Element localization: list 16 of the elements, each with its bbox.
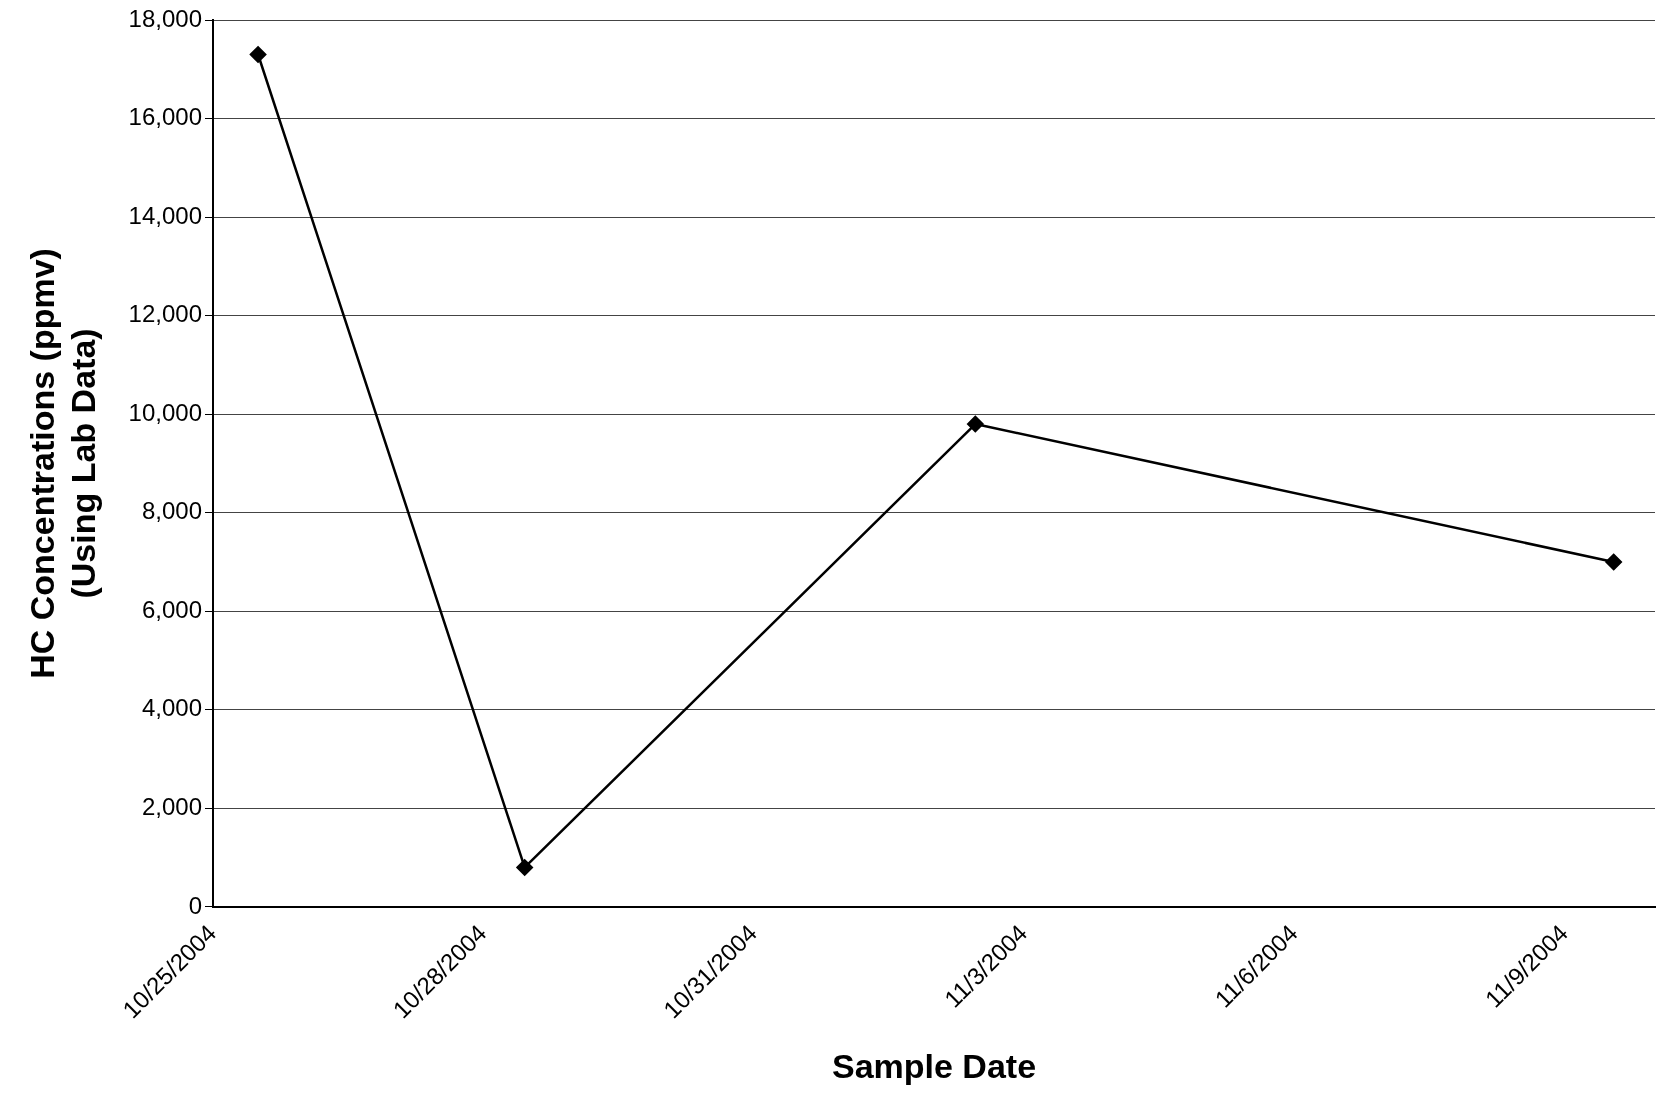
y-tick-label: 2,000 [141,792,203,820]
y-tick-label: 12,000 [128,300,203,328]
point [249,46,267,63]
y-axis-title: HC Concentrations (ppmv) (Using Lab Data) [22,248,102,679]
point [1605,553,1622,571]
y-tick-label: 0 [188,891,203,919]
y-tick-label: 6,000 [141,595,203,623]
y-tick-label: 8,000 [141,497,203,525]
x-axis-title: Sample Date [831,1046,1037,1085]
y-tick-label: 16,000 [128,103,203,131]
y-tick-label: 10,000 [128,398,203,426]
y-tick-label: 4,000 [141,694,203,722]
y-tick-label: 18,000 [128,4,203,32]
point [967,415,984,433]
y-tick-label: 14,000 [128,201,203,229]
point [516,859,533,876]
